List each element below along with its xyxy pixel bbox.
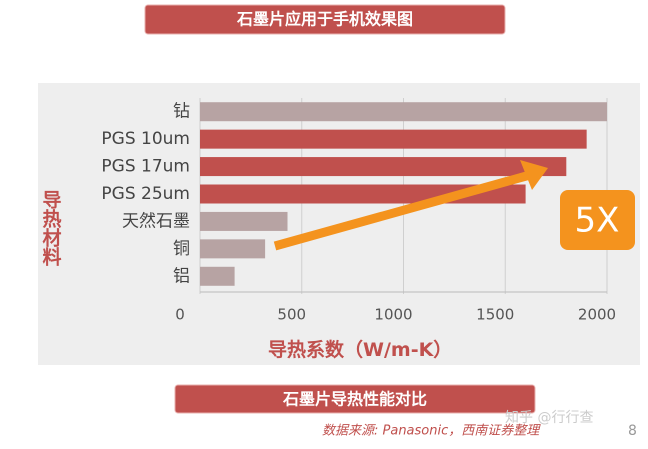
arrow bbox=[273, 170, 532, 251]
page-number: 8 bbox=[628, 423, 637, 439]
caption-banner bbox=[174, 384, 536, 414]
x-tick-label: 2000 bbox=[578, 306, 616, 324]
x-tick-label: 1000 bbox=[374, 306, 412, 324]
bar bbox=[200, 129, 587, 149]
bar bbox=[200, 239, 266, 259]
bar bbox=[200, 211, 288, 231]
x-tick-label: 0 bbox=[175, 306, 185, 324]
caption: 石墨片导热性能对比 bbox=[282, 390, 427, 409]
title-banner bbox=[144, 4, 506, 35]
title: 石墨片应用于手机效果图 bbox=[236, 10, 413, 29]
y-tick-label: 钻 bbox=[173, 102, 190, 122]
y-tick-label: PGS 10um bbox=[101, 129, 190, 149]
watermark: 知乎 @行行查 bbox=[505, 409, 593, 426]
y-tick-label: 铜 bbox=[173, 239, 190, 259]
y-tick-label: 天然石墨 bbox=[122, 211, 190, 231]
x-tick-label: 500 bbox=[277, 306, 306, 324]
annotation: 5X bbox=[575, 201, 620, 241]
y-tick-label: PGS 25um bbox=[101, 184, 190, 204]
bar bbox=[200, 157, 567, 177]
x-tick-label: 1500 bbox=[476, 306, 514, 324]
arrow-head bbox=[520, 160, 548, 190]
y-tick-label: PGS 17um bbox=[101, 157, 190, 177]
annotation-box bbox=[560, 190, 635, 250]
source: 数据来源: Panasonic，西南证券整理 bbox=[322, 424, 541, 439]
bar bbox=[200, 102, 607, 122]
bar bbox=[200, 266, 235, 286]
y-tick-label: 铝 bbox=[173, 266, 190, 286]
y-axis-label: 导热材料 bbox=[40, 190, 62, 267]
x-axis-label: 导热系数（W/m-K） bbox=[268, 339, 453, 361]
